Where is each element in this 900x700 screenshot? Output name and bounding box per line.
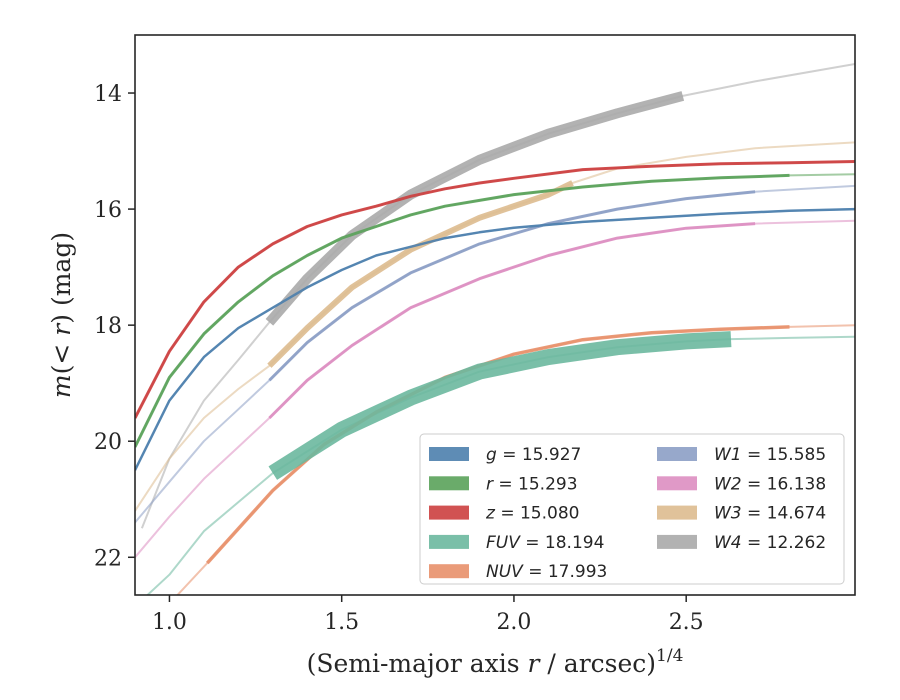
x-tick-label: 2.0 — [496, 610, 531, 635]
x-axis-label: (Semi-major axis r / arcsec)1/4 — [307, 646, 684, 678]
legend-label-fuv: FUV = 18.194 — [486, 533, 604, 553]
series-w1-profile — [268, 190, 756, 382]
legend-swatch-fuv — [429, 534, 469, 549]
legend-swatch-w4 — [657, 534, 697, 549]
legend-swatch-w1 — [657, 447, 697, 461]
legend-label-w4: W4 = 12.262 — [714, 533, 826, 553]
series-w4-profile — [265, 91, 685, 326]
legend-swatch-g — [429, 447, 469, 461]
legend-label-r: r = 15.293 — [486, 474, 578, 494]
x-tick-label: 1.5 — [324, 610, 359, 635]
y-tick-label: 18 — [94, 314, 122, 339]
legend-label-w1: W1 = 15.585 — [714, 445, 826, 465]
y-tick-label: 16 — [94, 198, 122, 223]
y-axis-label: m(< r) (mag) — [47, 232, 76, 398]
legend-swatch-r — [429, 476, 469, 491]
series-w2-profile — [268, 222, 756, 420]
series-g-profile — [135, 207, 855, 471]
legend-swatch-w2 — [657, 476, 697, 491]
series-fuv-profile — [268, 331, 732, 480]
y-tick-label: 14 — [94, 82, 122, 107]
legend-box — [419, 433, 845, 585]
series-w3-profile — [267, 180, 574, 368]
series-z-profile — [135, 160, 855, 419]
legend-swatch-nuv — [429, 564, 469, 579]
series-r-profile — [135, 173, 790, 448]
legend-label-nuv: NUV = 17.993 — [486, 562, 607, 582]
y-tick-label: 22 — [94, 546, 122, 571]
y-tick-label: 20 — [94, 430, 122, 455]
legend-label-w3: W3 = 14.674 — [714, 504, 826, 524]
x-tick-label: 2.5 — [669, 610, 704, 635]
legend-swatch-z — [429, 505, 469, 520]
legend-label-z: z = 15.080 — [485, 504, 579, 524]
legend-label-g: g = 15.927 — [486, 445, 581, 465]
legend: g = 15.927 r = 15.293 z = 15.080 FUV = 18.1… — [419, 433, 845, 585]
legend-label-w2: W2 = 16.138 — [714, 474, 826, 494]
x-tick-label: 1.0 — [152, 610, 187, 635]
legend-swatch-w3 — [657, 505, 697, 520]
plot-frame — [134, 34, 856, 596]
